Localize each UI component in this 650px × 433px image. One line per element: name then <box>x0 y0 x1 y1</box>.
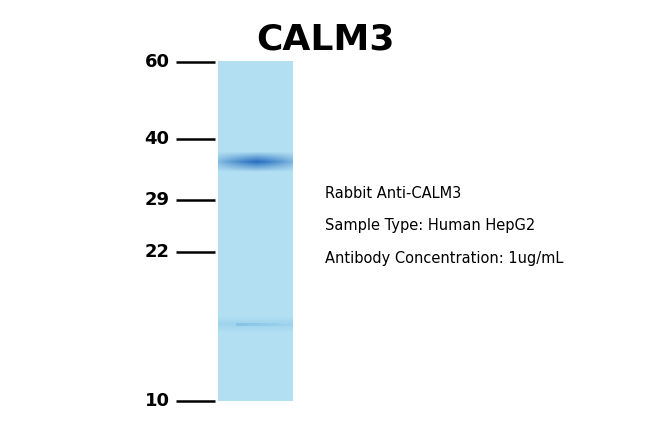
Text: CALM3: CALM3 <box>255 23 395 57</box>
FancyBboxPatch shape <box>276 323 278 326</box>
Text: 29: 29 <box>145 191 170 209</box>
Text: 10: 10 <box>145 392 170 410</box>
Text: 22: 22 <box>145 243 170 261</box>
FancyBboxPatch shape <box>248 323 250 326</box>
FancyBboxPatch shape <box>246 323 248 326</box>
FancyBboxPatch shape <box>250 323 252 326</box>
Text: Antibody Concentration: 1ug/mL: Antibody Concentration: 1ug/mL <box>325 251 564 265</box>
FancyBboxPatch shape <box>264 323 266 326</box>
FancyBboxPatch shape <box>270 323 272 326</box>
FancyBboxPatch shape <box>252 323 254 326</box>
FancyBboxPatch shape <box>258 323 260 326</box>
Text: Sample Type: Human HepG2: Sample Type: Human HepG2 <box>325 218 535 233</box>
FancyBboxPatch shape <box>262 323 264 326</box>
FancyBboxPatch shape <box>266 323 268 326</box>
FancyBboxPatch shape <box>237 323 239 326</box>
FancyBboxPatch shape <box>240 323 242 326</box>
FancyBboxPatch shape <box>239 323 240 326</box>
FancyBboxPatch shape <box>283 323 285 326</box>
FancyBboxPatch shape <box>274 323 276 326</box>
FancyBboxPatch shape <box>278 323 280 326</box>
Text: 60: 60 <box>145 53 170 71</box>
Text: Rabbit Anti-CALM3: Rabbit Anti-CALM3 <box>325 186 462 201</box>
Text: 40: 40 <box>145 129 170 148</box>
FancyBboxPatch shape <box>280 323 281 326</box>
FancyBboxPatch shape <box>244 323 246 326</box>
FancyBboxPatch shape <box>281 323 283 326</box>
FancyBboxPatch shape <box>242 323 244 326</box>
FancyBboxPatch shape <box>268 323 270 326</box>
FancyBboxPatch shape <box>254 323 256 326</box>
FancyBboxPatch shape <box>272 323 274 326</box>
FancyBboxPatch shape <box>260 323 262 326</box>
FancyBboxPatch shape <box>256 323 258 326</box>
